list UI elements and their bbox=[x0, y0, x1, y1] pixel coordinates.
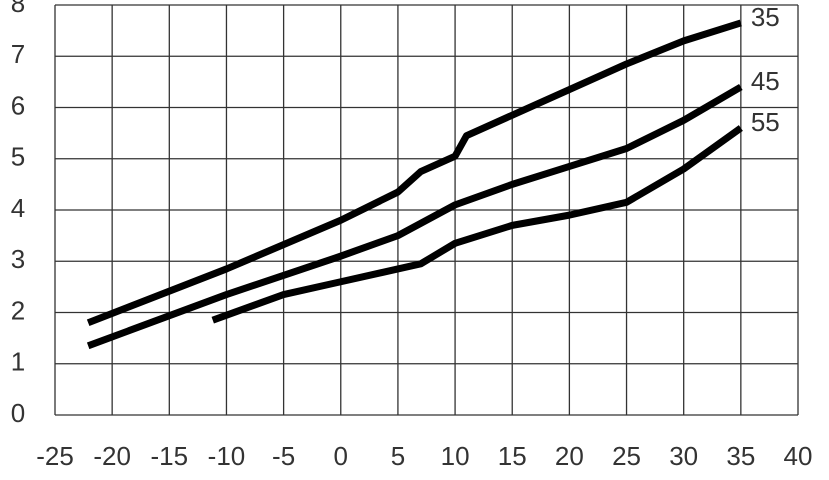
x-tick-label: -25 bbox=[36, 441, 74, 471]
x-tick-label: 20 bbox=[555, 441, 584, 471]
x-tick-label: -5 bbox=[272, 441, 295, 471]
x-tick-label: 30 bbox=[669, 441, 698, 471]
x-tick-label: 10 bbox=[441, 441, 470, 471]
x-tick-label: 15 bbox=[498, 441, 527, 471]
x-tick-label: 40 bbox=[784, 441, 813, 471]
series-label: 45 bbox=[751, 66, 780, 96]
x-tick-label: 35 bbox=[726, 441, 755, 471]
x-tick-label: 0 bbox=[334, 441, 348, 471]
x-tick-label: 25 bbox=[612, 441, 641, 471]
x-tick-label: 5 bbox=[391, 441, 405, 471]
y-tick-label: 6 bbox=[11, 90, 25, 120]
x-tick-label: -15 bbox=[151, 441, 189, 471]
y-tick-label: 4 bbox=[11, 193, 25, 223]
y-tick-label: 7 bbox=[11, 39, 25, 69]
series-line bbox=[86, 83, 743, 350]
series-line bbox=[86, 19, 742, 327]
x-tick-label: -20 bbox=[93, 441, 131, 471]
y-tick-label: 8 bbox=[11, 0, 25, 18]
series-label: 35 bbox=[751, 2, 780, 32]
y-tick-label: 3 bbox=[11, 244, 25, 274]
y-tick-label: 2 bbox=[11, 295, 25, 325]
series-line bbox=[211, 125, 743, 324]
series-label: 55 bbox=[751, 107, 780, 137]
y-tick-label: 5 bbox=[11, 142, 25, 172]
y-tick-label: 1 bbox=[11, 347, 25, 377]
x-tick-label: -10 bbox=[208, 441, 246, 471]
y-tick-label: 0 bbox=[11, 398, 25, 428]
